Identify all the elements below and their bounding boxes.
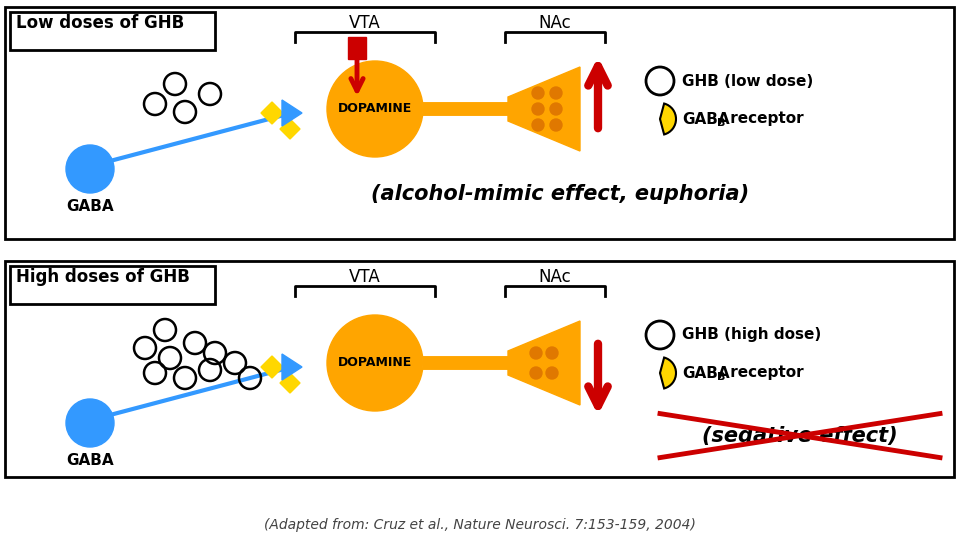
Polygon shape: [280, 373, 300, 393]
Text: Low doses of GHB: Low doses of GHB: [16, 14, 184, 32]
Bar: [348, 37, 366, 59]
Polygon shape: [280, 119, 300, 139]
Text: (Adapted from: Cruz et al., Nature Neurosci. 7:153-159, 2004): (Adapted from: Cruz et al., Nature Neuro…: [264, 518, 696, 532]
Circle shape: [66, 145, 114, 193]
Circle shape: [327, 315, 423, 411]
Text: B: B: [717, 118, 725, 128]
Polygon shape: [508, 321, 580, 405]
Text: DOPAMINE: DOPAMINE: [338, 357, 412, 370]
Text: receptor: receptor: [725, 365, 804, 381]
Text: High doses of GHB: High doses of GHB: [16, 268, 190, 286]
Circle shape: [532, 87, 544, 99]
Bar: [10, 266, 215, 304]
Circle shape: [546, 347, 558, 359]
Polygon shape: [261, 102, 283, 124]
Circle shape: [550, 119, 562, 131]
Circle shape: [550, 103, 562, 115]
Text: receptor: receptor: [725, 111, 804, 127]
Text: B: B: [717, 372, 725, 382]
Text: VTA: VTA: [349, 14, 381, 32]
Text: VTA: VTA: [349, 268, 381, 286]
Polygon shape: [282, 354, 302, 380]
Text: GHB (high dose): GHB (high dose): [682, 328, 821, 342]
Circle shape: [530, 347, 542, 359]
Circle shape: [532, 119, 544, 131]
Bar: [5, 7, 954, 239]
Polygon shape: [261, 356, 283, 378]
Circle shape: [546, 367, 558, 379]
Polygon shape: [508, 67, 580, 151]
Text: (sedative effect): (sedative effect): [702, 425, 898, 446]
Bar: [10, 12, 215, 50]
Text: GABA: GABA: [66, 199, 114, 214]
Text: GHB (low dose): GHB (low dose): [682, 74, 813, 88]
Text: GABA: GABA: [66, 453, 114, 468]
Text: (alcohol-mimic effect, euphoria): (alcohol-mimic effect, euphoria): [371, 185, 749, 204]
Text: NAc: NAc: [539, 14, 572, 32]
Text: GABA: GABA: [682, 365, 730, 381]
Text: GABA: GABA: [682, 111, 730, 127]
Circle shape: [530, 367, 542, 379]
Text: NAc: NAc: [539, 268, 572, 286]
Circle shape: [66, 399, 114, 447]
Text: DOPAMINE: DOPAMINE: [338, 103, 412, 116]
Circle shape: [532, 103, 544, 115]
Circle shape: [550, 87, 562, 99]
Bar: [5, 261, 954, 477]
Wedge shape: [660, 358, 676, 388]
Wedge shape: [660, 104, 676, 134]
Circle shape: [327, 61, 423, 157]
Polygon shape: [282, 100, 302, 126]
